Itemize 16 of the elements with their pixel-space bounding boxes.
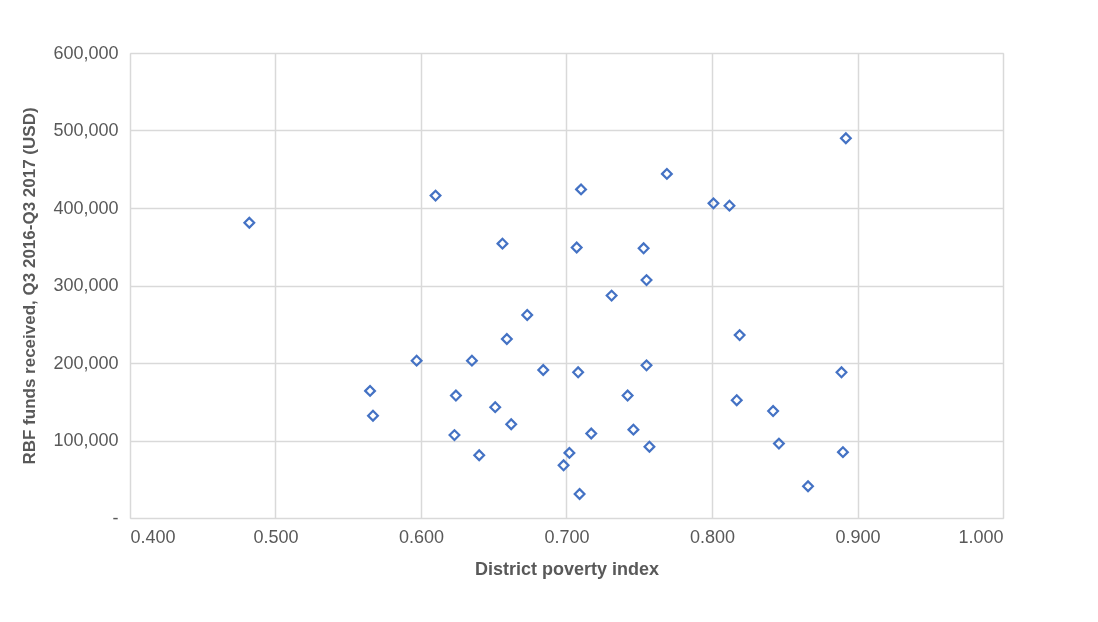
y-tick-label: - (112, 507, 119, 528)
y-tick-label: 100,000 (53, 430, 119, 450)
x-tick-label: 0.500 (253, 526, 299, 547)
x-axis-title: District poverty index (474, 558, 660, 579)
y-tick-label: 400,000 (53, 197, 119, 218)
x-tick-label: 0.800 (689, 526, 736, 547)
x-tick-label: 0.700 (544, 526, 590, 547)
y-tick-label: 500,000 (53, 120, 119, 140)
y-tick-label: 600,000 (53, 42, 119, 63)
y-tick-label: 300,000 (53, 275, 119, 295)
x-tick-label: 0.400 (130, 526, 176, 547)
x-tick-label: 1.000 (958, 526, 1004, 547)
x-tick-label: 0.900 (835, 526, 881, 547)
y-tick-label: 200,000 (53, 352, 119, 373)
x-tick-label: 0.600 (398, 526, 445, 547)
y-axis-title: RBF funds received, Q3 2016-Q3 2017 (USD) (20, 107, 40, 465)
